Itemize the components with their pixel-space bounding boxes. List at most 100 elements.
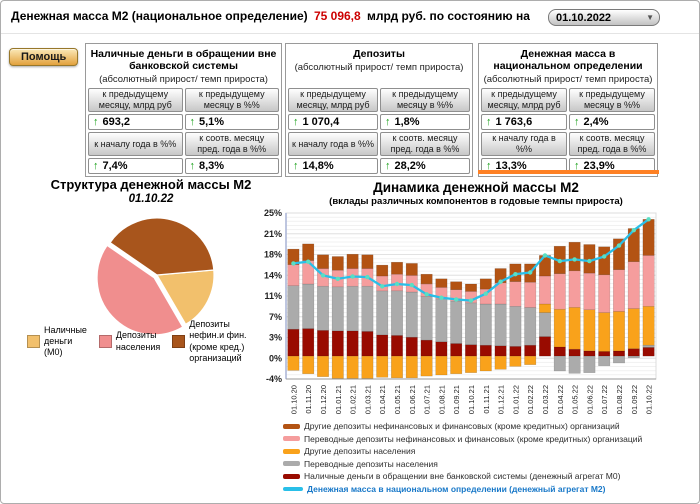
metric-value: 1 070,4 bbox=[302, 116, 340, 128]
panel-cash: Наличные деньги в обращении вне банковск… bbox=[85, 43, 282, 177]
pie-legend-label: Депозиты нефин.и фин. (кроме кред.) орга… bbox=[189, 319, 247, 363]
bar-segment-m0 bbox=[509, 346, 522, 357]
metric-value-cell: ↑ 1 070,4 bbox=[288, 114, 378, 130]
bar-segment-perevodnye-naseleniya bbox=[450, 300, 463, 344]
date-dropdown[interactable]: 01.10.2022 ▼ bbox=[548, 9, 660, 26]
bar-segment-m0 bbox=[568, 348, 581, 357]
bar-segment-drugie-naseleniya bbox=[479, 355, 492, 372]
bar-segment-drugie-naseleniya bbox=[287, 355, 300, 371]
bar-segment-perevodnye-naseleniya bbox=[553, 355, 566, 372]
metric-value: 28,2% bbox=[394, 160, 426, 172]
up-arrow-icon: ↑ bbox=[93, 160, 99, 172]
legend-bar-swatch bbox=[283, 473, 300, 479]
y-tick-label: 7% bbox=[269, 312, 282, 322]
bar-segment-m0 bbox=[435, 341, 448, 357]
x-tick-label: 01.11.21 bbox=[482, 385, 491, 414]
panel-title: Депозиты bbox=[353, 48, 405, 60]
bar-segment-perevodnye-org bbox=[568, 270, 581, 308]
m2-line-marker bbox=[454, 297, 459, 302]
m2-line-marker bbox=[350, 274, 355, 279]
bar-legend-label: Наличные деньги в обращении вне банковск… bbox=[304, 471, 621, 481]
x-tick-label: 01.10.20 bbox=[289, 385, 298, 414]
bar-segment-drugie-org bbox=[302, 243, 315, 261]
bar-legend-label: Другие депозиты населения bbox=[304, 446, 416, 456]
metric-label: к предыдущему месяцу, млрд руб bbox=[88, 88, 183, 112]
metric-label: к предыдущему месяцу в %% bbox=[184, 88, 279, 112]
bar-segment-m0 bbox=[346, 330, 359, 357]
bar-segment-m0 bbox=[465, 344, 477, 357]
bar-segment-perevodnye-org bbox=[287, 264, 300, 286]
bar-chart-subtitle: (вклады различных компонентов в годовые … bbox=[329, 196, 623, 207]
bar-segment-m0 bbox=[420, 339, 433, 357]
bar-segment-perevodnye-org bbox=[642, 255, 655, 307]
bar-segment-m0 bbox=[553, 346, 566, 357]
bar-segment-m0 bbox=[539, 336, 551, 357]
x-tick-label: 01.10.22 bbox=[645, 385, 654, 414]
bar-segment-drugie-naseleniya bbox=[642, 306, 655, 346]
m2-line-marker bbox=[380, 284, 385, 289]
m2-panel-highlight bbox=[478, 170, 659, 174]
bar-segment-drugie-naseleniya bbox=[302, 355, 315, 375]
bar-segment-perevodnye-naseleniya bbox=[465, 302, 477, 345]
up-arrow-icon: ↑ bbox=[385, 160, 391, 172]
bar-segment-perevodnye-naseleniya bbox=[391, 290, 403, 336]
metric-value: 5,1% bbox=[199, 116, 225, 128]
bar-segment-perevodnye-org bbox=[524, 282, 537, 308]
bar-segment-drugie-org bbox=[465, 283, 477, 292]
m2-line-marker bbox=[306, 259, 311, 264]
bar-segment-perevodnye-naseleniya bbox=[568, 355, 581, 374]
bar-legend-row: Наличные деньги в обращении вне банковск… bbox=[283, 472, 695, 481]
x-tick-label: 01.02.22 bbox=[526, 385, 535, 414]
page-title: Денежная масса М2 (национальное определе… bbox=[11, 9, 530, 23]
bar-segment-drugie-naseleniya bbox=[465, 355, 477, 373]
bar-segment-perevodnye-org bbox=[583, 272, 596, 310]
pie-legend-item: Депозиты населения bbox=[98, 319, 160, 364]
metric-label: к началу года в %% bbox=[88, 132, 183, 156]
bar-segment-perevodnye-naseleniya bbox=[361, 286, 374, 332]
page-title-suffix: млрд руб. по состоянию на bbox=[367, 9, 530, 23]
bar-segment-drugie-naseleniya bbox=[524, 355, 537, 365]
metric-value-cell: ↑ 7,4% bbox=[88, 158, 183, 174]
metric-value: 13,3% bbox=[495, 160, 527, 172]
panel-m2: Денежная масса в национальном определени… bbox=[478, 43, 658, 177]
metric-value-cell: ↑ 5,1% bbox=[184, 114, 279, 130]
bar-legend-label: Денежная масса в национальном определени… bbox=[307, 483, 606, 494]
m2-line-marker bbox=[394, 281, 400, 287]
bar-segment-perevodnye-naseleniya bbox=[613, 355, 625, 364]
bar-segment-drugie-org bbox=[405, 263, 418, 276]
bar-segment-m0 bbox=[583, 350, 596, 357]
m2-line-marker bbox=[646, 217, 651, 222]
bar-legend-label: Переводные депозиты нефинансовых и финан… bbox=[304, 433, 643, 444]
y-tick-label: -4% bbox=[266, 374, 282, 384]
help-button[interactable]: Помощь bbox=[9, 48, 79, 66]
bar-segment-drugie-org bbox=[376, 264, 389, 277]
bar-segment-m0 bbox=[642, 347, 655, 357]
m2-line-marker bbox=[572, 257, 577, 262]
metric-value: 2,4% bbox=[583, 116, 609, 128]
metric-value: 1 763,6 bbox=[495, 116, 533, 128]
x-tick-label: 01.05.22 bbox=[571, 385, 580, 414]
up-arrow-icon: ↑ bbox=[189, 116, 196, 128]
x-tick-label: 01.03.21 bbox=[363, 385, 372, 414]
up-arrow-icon: ↑ bbox=[93, 116, 99, 128]
pie-chart-subtitle: 01.10.22 bbox=[128, 193, 174, 205]
panel-title: Денежная масса в национальном определени… bbox=[493, 48, 643, 73]
x-tick-label: 01.05.21 bbox=[393, 385, 402, 414]
bar-segment-drugie-naseleniya bbox=[539, 303, 551, 313]
legend-bar-swatch bbox=[283, 461, 300, 467]
metric-value: 23,9% bbox=[583, 160, 615, 172]
y-tick-label: 21% bbox=[264, 229, 282, 239]
bar-legend-row: Другие депозиты населения bbox=[283, 447, 695, 456]
x-tick-label: 01.08.22 bbox=[615, 385, 624, 414]
m2-line-marker bbox=[320, 273, 326, 278]
y-tick-label: 14% bbox=[264, 270, 282, 280]
metric-value-cell: ↑ 28,2% bbox=[380, 158, 470, 174]
bar-segment-drugie-naseleniya bbox=[346, 355, 359, 379]
bar-segment-m0 bbox=[391, 335, 403, 357]
m2-line-marker bbox=[616, 243, 622, 248]
pie-slice-1 bbox=[96, 244, 184, 336]
x-tick-label: 01.01.21 bbox=[334, 385, 343, 414]
pie-slice-2 bbox=[109, 217, 215, 276]
x-tick-label: 01.04.22 bbox=[556, 385, 565, 414]
